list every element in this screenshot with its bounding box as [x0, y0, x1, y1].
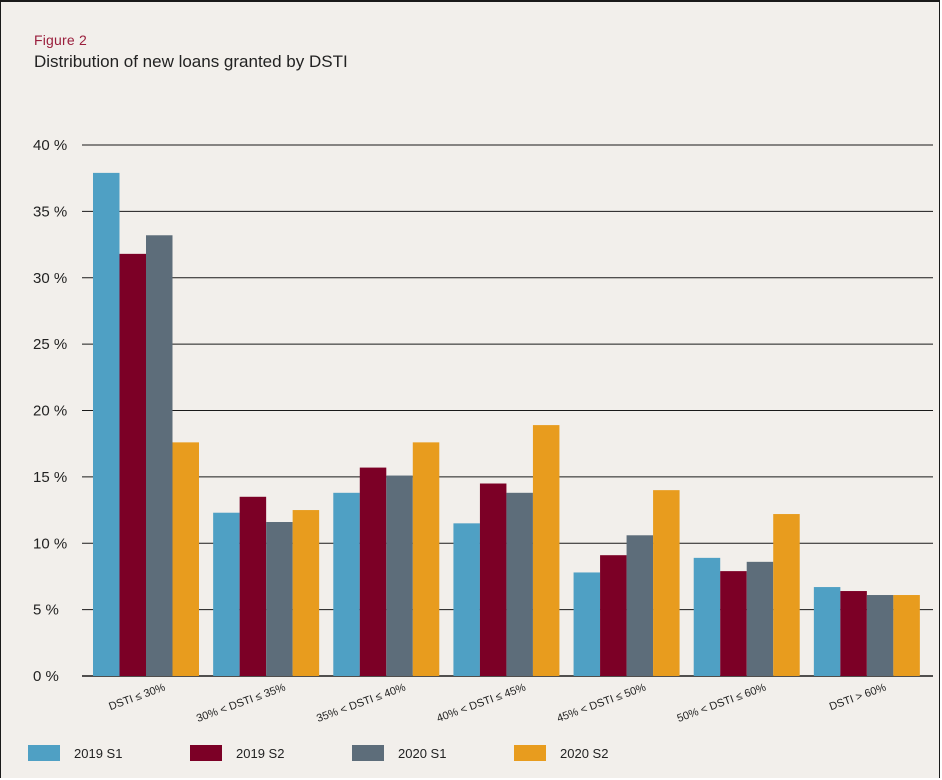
bar [653, 490, 680, 676]
figure-label: Figure 2 [34, 32, 87, 48]
category-label: 35% < DSTI ≤ 40% [315, 681, 407, 724]
bar [292, 510, 320, 676]
bar [93, 172, 120, 676]
y-axis-ticks: 0 % 5 % 10 % 15 % 20 % 25 % 30 % 35 % 40 % [33, 137, 67, 685]
bar [720, 571, 747, 676]
bar [746, 561, 774, 676]
bar [172, 442, 199, 676]
bar [479, 483, 507, 676]
bar [146, 235, 173, 676]
legend: 2019 S1 2019 S2 2020 S1 2020 S2 [28, 745, 608, 761]
bar [532, 425, 560, 676]
bars [93, 172, 920, 677]
category-label: 45% < DSTI ≤ 50% [555, 681, 647, 724]
bar [813, 587, 841, 676]
bar [600, 555, 627, 676]
legend-swatch [28, 745, 60, 761]
bar [266, 522, 293, 676]
bar [119, 253, 146, 677]
y-tick-label: 25 % [33, 336, 67, 353]
category-label: 30% < DSTI ≤ 35% [195, 681, 287, 724]
bar [239, 496, 267, 676]
category-label: 40% < DSTI ≤ 45% [435, 681, 527, 724]
y-tick-label: 15 % [33, 469, 67, 486]
legend-swatch [352, 745, 384, 761]
figure-title: Distribution of new loans granted by DST… [34, 52, 348, 71]
legend-swatch [514, 745, 546, 761]
y-tick-label: 10 % [33, 535, 67, 552]
category-label: DSTI > 60% [828, 681, 888, 713]
category-label: DSTI ≤ 30% [107, 681, 167, 713]
legend-label: 2020 S1 [398, 746, 446, 761]
y-tick-label: 5 % [33, 602, 59, 619]
category-label: 50% < DSTI ≤ 60% [676, 681, 768, 724]
bar [453, 523, 480, 676]
bar [693, 557, 721, 676]
bar [773, 514, 800, 676]
legend-label: 2019 S1 [74, 746, 122, 761]
legend-label: 2020 S2 [560, 746, 608, 761]
bar [359, 467, 387, 676]
y-tick-label: 35 % [33, 203, 67, 220]
legend-label: 2019 S2 [236, 746, 284, 761]
bar [866, 595, 894, 676]
bar [626, 535, 654, 676]
y-tick-label: 0 % [33, 668, 59, 685]
y-tick-label: 40 % [33, 137, 67, 154]
bar [840, 591, 867, 676]
bar [573, 572, 601, 676]
bar [386, 475, 413, 676]
bar [893, 595, 920, 676]
x-axis-categories: DSTI ≤ 30% 30% < DSTI ≤ 35% 35% < DSTI ≤ 4… [107, 681, 888, 724]
y-tick-label: 20 % [33, 403, 67, 420]
bar [412, 442, 440, 676]
bar [506, 492, 533, 676]
bar [213, 512, 240, 676]
bar [333, 492, 360, 676]
y-tick-label: 30 % [33, 270, 67, 287]
legend-swatch [190, 745, 222, 761]
